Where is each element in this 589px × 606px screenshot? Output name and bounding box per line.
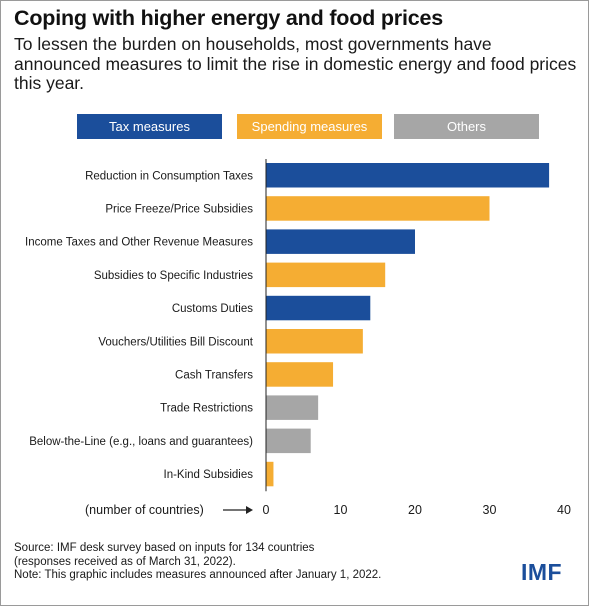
legend-label-tax: Tax measures: [109, 119, 190, 134]
category-label: Subsidies to Specific Industries: [94, 270, 253, 282]
bar: [266, 196, 490, 221]
category-label: Cash Transfers: [175, 369, 253, 381]
bar: [266, 262, 386, 288]
category-label: Customs Duties: [172, 303, 253, 315]
legend-spending-measures: Spending measures: [237, 114, 382, 139]
chart-title: Coping with higher energy and food price…: [14, 6, 443, 30]
legend-tax-measures: Tax measures: [77, 114, 222, 139]
category-label: Reduction in Consumption Taxes: [85, 170, 253, 182]
source-line-3: Note: This graphic includes measures ann…: [14, 569, 382, 582]
legend-label-spending: Spending measures: [251, 119, 368, 134]
bar: [266, 362, 334, 387]
bar: [266, 163, 550, 188]
x-tick-label: 40: [557, 503, 571, 517]
bar: [266, 329, 363, 354]
bar: [266, 428, 311, 454]
category-label: Below-the-Line (e.g., loans and guarante…: [29, 436, 253, 448]
legend-label-others: Others: [446, 119, 486, 134]
x-tick-label: 10: [334, 503, 348, 517]
category-label: In-Kind Subsidies: [164, 469, 254, 481]
chart-subtitle: To lessen the burden on households, most…: [14, 34, 577, 93]
legend-others: Others: [394, 114, 539, 139]
x-tick-label: 20: [408, 503, 422, 517]
bar: [266, 461, 274, 487]
source-note: Source: IMF desk survey based on inputs …: [14, 542, 484, 583]
bar: [266, 295, 371, 321]
axis-arrow-head: [246, 506, 253, 514]
category-label: Vouchers/Utilities Bill Discount: [98, 336, 253, 348]
category-label: Trade Restrictions: [160, 403, 253, 415]
x-tick-label: 0: [263, 503, 270, 517]
bar: [266, 395, 319, 420]
bar: [266, 229, 415, 254]
source-line-2: (responses received as of March 31, 2022…: [14, 555, 236, 568]
bar-chart: Reduction in Consumption Taxes Price Free…: [25, 159, 571, 517]
source-line-1: Source: IMF desk survey based on inputs …: [14, 542, 315, 554]
category-label: Income Taxes and Other Revenue Measures: [25, 237, 253, 249]
category-label: Price Freeze/Price Subsidies: [105, 203, 253, 215]
x-axis-label: (number of countries): [85, 503, 204, 517]
imf-logo: IMF: [521, 559, 563, 585]
x-tick-label: 30: [483, 503, 497, 517]
